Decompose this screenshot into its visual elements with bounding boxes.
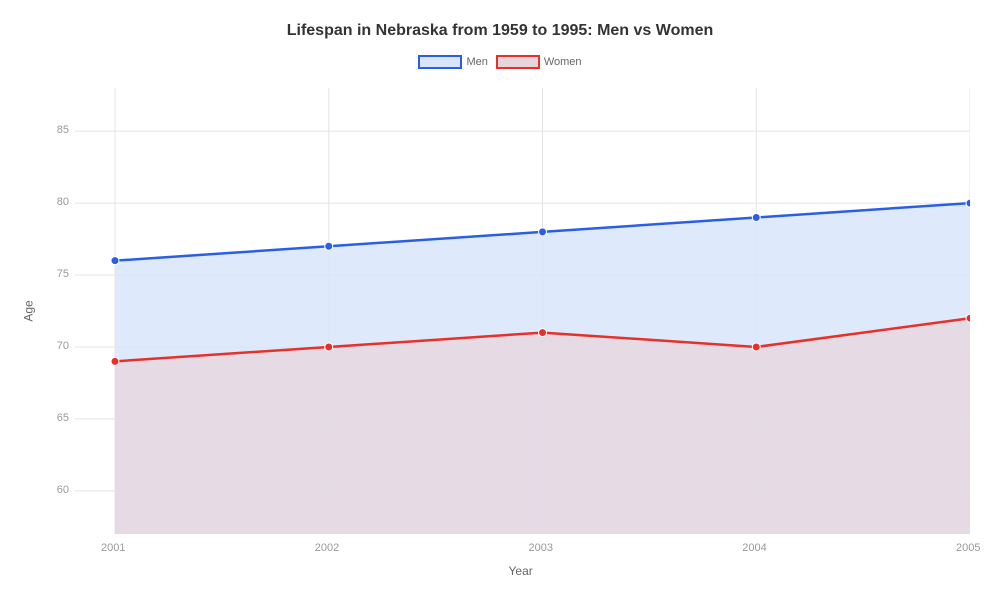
legend-item-men[interactable]: Men: [418, 55, 487, 69]
x-tick-label: 2002: [315, 542, 339, 554]
x-axis-label: Year: [509, 564, 533, 578]
chart-container: Lifespan in Nebraska from 1959 to 1995: …: [0, 0, 1000, 600]
x-tick-label: 2005: [956, 542, 980, 554]
y-tick-label: 75: [57, 268, 69, 280]
y-tick-label: 85: [57, 124, 69, 136]
y-tick-label: 80: [57, 196, 69, 208]
x-tick-label: 2004: [742, 542, 766, 554]
y-tick-label: 65: [57, 412, 69, 424]
x-tick-label: 2003: [529, 542, 553, 554]
legend: Men Women: [0, 55, 1000, 69]
chart-svg: [75, 88, 970, 534]
x-tick-label: 2001: [101, 542, 125, 554]
chart-title: Lifespan in Nebraska from 1959 to 1995: …: [0, 22, 1000, 40]
plot-area: [75, 88, 970, 534]
legend-label-women: Women: [544, 56, 582, 68]
y-tick-label: 70: [57, 340, 69, 352]
legend-item-women[interactable]: Women: [496, 55, 582, 69]
y-tick-label: 60: [57, 484, 69, 496]
y-axis-label: Age: [22, 300, 36, 321]
legend-swatch-men: [418, 55, 462, 69]
legend-swatch-women: [496, 55, 540, 69]
legend-label-men: Men: [466, 56, 487, 68]
